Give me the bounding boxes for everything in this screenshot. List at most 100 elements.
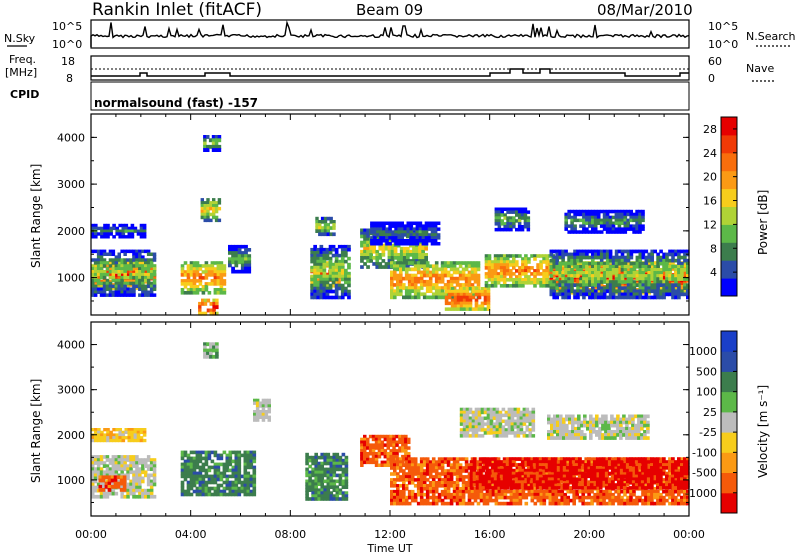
data-region	[253, 398, 271, 422]
data-region	[547, 414, 650, 440]
power-panel: 4000 3000 2000 1000	[57, 113, 690, 316]
colorbar-swatch	[721, 242, 737, 261]
data-region	[469, 457, 690, 490]
velocity-colorbar: 1000 500 100 25 -25 -100 -500 -1000	[685, 330, 738, 514]
data-region	[91, 249, 157, 297]
data-region	[180, 450, 257, 497]
y-tick-label: 1000	[57, 272, 85, 285]
x-tick-label: 04:00	[175, 528, 207, 541]
freq-trace	[91, 68, 689, 77]
data-region	[370, 221, 441, 246]
station-title: Rankin Inlet (fitACF)	[92, 0, 262, 20]
data-region	[459, 407, 536, 438]
colorbar-swatch	[721, 351, 737, 372]
x-tick-label: 16:00	[474, 528, 506, 541]
colorbar-swatch	[721, 472, 737, 494]
cpid-panel-frame	[90, 81, 690, 111]
data-region	[360, 434, 411, 467]
colorbar-swatch	[721, 452, 737, 473]
velocity-panel: 4000 3000 2000 1000 00:00 04:00 08:00 12:00 16:0…	[57, 321, 705, 541]
colorbar-frame	[720, 330, 738, 514]
colorbar-tick-label: 500	[696, 365, 717, 378]
data-region	[91, 428, 147, 443]
data-region	[549, 249, 690, 300]
data-region	[305, 452, 349, 501]
velocity-ylabel: Slant Range [km]	[29, 379, 43, 483]
power-colorbar: 28 24 20 16 12 8 4	[703, 116, 738, 297]
data-region	[494, 207, 531, 232]
data-region	[200, 198, 222, 223]
date-label: 08/Mar/2010	[597, 1, 693, 19]
colorbar-tick-label: 4	[710, 266, 717, 279]
colorbar-tick-label: -100	[692, 446, 717, 459]
y-tick-label: 4000	[57, 131, 85, 144]
colorbar-swatch	[721, 371, 737, 393]
nsky-trace	[90, 20, 690, 47]
data-region	[180, 261, 227, 295]
colorbar-swatch	[721, 331, 737, 352]
y-tick-label: 2000	[57, 225, 85, 238]
nave-label: Nave	[746, 62, 774, 75]
x-tick-label: 00:00	[673, 528, 705, 541]
data-region	[564, 209, 645, 234]
colorbar-tick-label: 25	[703, 406, 717, 419]
colorbar-tick-label: 28	[703, 123, 717, 136]
nsky-tick-top: 10^5	[52, 20, 82, 33]
power-colorbar-label: Power [dB]	[756, 190, 770, 255]
colorbar-tick-label: 24	[703, 147, 717, 160]
colorbar-tick-label: 20	[703, 171, 717, 184]
x-tick-label: 08:00	[274, 528, 306, 541]
colorbar-tick-label: 1000	[689, 345, 717, 358]
colorbar-tick-label: 8	[710, 242, 717, 255]
colorbar-swatch	[721, 224, 737, 243]
data-region	[98, 475, 127, 492]
colorbar-tick-label: 100	[696, 386, 717, 399]
x-tick-label: 00:00	[75, 528, 107, 541]
data-region	[484, 254, 555, 288]
freq-tick-top: 18	[61, 55, 75, 68]
colorbar-swatch	[721, 391, 737, 413]
colorbar-swatch	[721, 134, 737, 154]
data-region	[315, 216, 336, 237]
freq-label: Freq.	[9, 53, 36, 66]
colorbar-swatch	[721, 170, 737, 190]
nsearch-tick-bottom: 10^0	[708, 38, 738, 51]
colorbar-swatch	[721, 492, 737, 514]
nsky-tick-bottom: 10^0	[52, 38, 82, 51]
colorbar-swatch	[721, 260, 737, 279]
colorbar-tick-label: 16	[703, 195, 717, 208]
nsky-panel-frame	[90, 19, 690, 49]
nsky-label: N.Sky	[4, 32, 36, 45]
cpid-text: normalsound (fast) -157	[94, 96, 258, 110]
cpid-label: CPID	[10, 88, 39, 101]
y-tick-label: 3000	[57, 384, 85, 397]
data-region	[203, 135, 222, 152]
data-region	[444, 287, 491, 311]
y-tick-label: 3000	[57, 178, 85, 191]
data-region	[198, 298, 219, 316]
colorbar-swatch	[721, 206, 737, 225]
nsearch-tick-top: 10^5	[708, 20, 738, 33]
colorbar-swatch	[721, 278, 737, 297]
colorbar-tick-label: -1000	[685, 487, 717, 500]
colorbar-swatch	[721, 152, 737, 172]
data-region	[228, 244, 252, 274]
beam-label: Beam 09	[356, 1, 423, 19]
colorbar-swatch	[721, 411, 737, 433]
freq-tick-bottom: 8	[66, 72, 73, 85]
nave-tick-top: 60	[708, 55, 722, 68]
colorbar-swatch	[721, 117, 737, 136]
x-tick-label: 20:00	[573, 528, 605, 541]
nsearch-label: N.Search	[746, 30, 796, 43]
data-region	[310, 244, 351, 300]
y-tick-label: 4000	[57, 339, 85, 352]
x-axis-title: Time UT	[366, 542, 412, 554]
colorbar-frame	[720, 116, 738, 297]
data-region	[203, 342, 219, 359]
velocity-colorbar-label: Velocity [m s⁻¹]	[756, 385, 770, 478]
y-tick-label: 2000	[57, 429, 85, 442]
y-tick-label: 1000	[57, 474, 85, 487]
colorbar-swatch	[721, 432, 737, 453]
freq-unit: [MHz]	[5, 66, 37, 79]
